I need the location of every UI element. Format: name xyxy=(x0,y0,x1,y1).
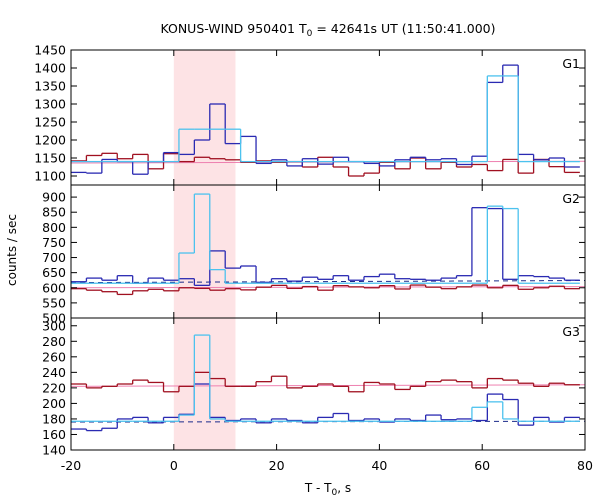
plot-layer: 11001150120012501300135014001450G1500550… xyxy=(34,43,593,474)
x-tick-label: 0 xyxy=(170,458,178,473)
panel-label-g1: G1 xyxy=(562,56,580,71)
y-tick-label: 200 xyxy=(42,396,66,411)
series-bkg-g2 xyxy=(71,284,580,296)
series-count-g2 xyxy=(71,207,580,287)
y-tick-label: 160 xyxy=(42,427,66,442)
y-tick-label: 1250 xyxy=(34,115,66,130)
y-tick-label: 600 xyxy=(42,280,66,295)
y-tick-label: 1200 xyxy=(34,133,66,148)
level-line-bkg_dashed xyxy=(71,280,585,284)
panel-frame xyxy=(70,184,586,319)
level-line-bkg_level xyxy=(71,286,585,289)
y-tick-label: 1400 xyxy=(34,61,66,76)
y-tick-label: 1450 xyxy=(34,43,66,58)
panel-g3 xyxy=(71,334,585,432)
chart-title-rest: = 42641s UT (11:50:41.000) xyxy=(312,21,495,36)
y-tick-label: 700 xyxy=(42,250,66,265)
y-tick-label: 750 xyxy=(42,235,66,250)
chart-title-subscript: 0 xyxy=(307,29,313,39)
level-line-bkg_level xyxy=(71,384,585,387)
y-tick-label: 550 xyxy=(42,295,66,310)
y-tick-label: 650 xyxy=(42,265,66,280)
x-tick-label: 20 xyxy=(269,458,285,473)
x-tick-label: 40 xyxy=(371,458,387,473)
x-tick-label: -20 xyxy=(61,458,81,473)
y-tick-label: 260 xyxy=(42,349,66,364)
y-tick-label: 1300 xyxy=(34,97,66,112)
burst-interval-shade xyxy=(173,50,236,450)
panel-label-g3: G3 xyxy=(562,324,580,339)
x-axis-label: T - T0, s xyxy=(304,481,351,498)
chart-title: KONUS-WIND 950401 T0 = 42641s UT (11:50:… xyxy=(160,21,495,39)
x-tick-label: 60 xyxy=(474,458,490,473)
y-tick-label: 180 xyxy=(42,411,66,426)
y-axis-label: counts / sec xyxy=(5,214,19,286)
series-bkg-g3 xyxy=(71,371,580,393)
panel-g1 xyxy=(71,64,585,177)
y-tick-label: 300 xyxy=(42,318,66,333)
y-tick-label: 800 xyxy=(42,220,66,235)
series-fit-g3 xyxy=(71,334,580,422)
panel-label-g2: G2 xyxy=(562,191,580,206)
x-tick-label: 80 xyxy=(577,458,593,473)
chart-title-main: KONUS-WIND 950401 T xyxy=(160,21,306,36)
y-tick-label: 140 xyxy=(42,443,66,458)
y-tick-label: 240 xyxy=(42,365,66,380)
panel-frame xyxy=(70,317,586,451)
panel-g2 xyxy=(71,193,585,296)
y-tick-label: 280 xyxy=(42,334,66,349)
series-count-g1 xyxy=(71,64,580,175)
y-tick-label: 850 xyxy=(42,205,66,220)
y-tick-label: 220 xyxy=(42,380,66,395)
x-axis-label-subscript: 0 xyxy=(332,488,338,498)
series-count-g3 xyxy=(71,383,580,432)
series-fit-g1 xyxy=(71,75,580,163)
series-fit-g2 xyxy=(71,193,580,284)
y-tick-label: 900 xyxy=(42,190,66,205)
x-axis-label-rest: , s xyxy=(337,481,351,495)
y-tick-label: 1100 xyxy=(34,169,66,184)
x-axis-label-main: T - T xyxy=(304,481,332,495)
y-tick-label: 1350 xyxy=(34,79,66,94)
y-tick-label: 500 xyxy=(42,311,66,326)
y-tick-label: 1150 xyxy=(34,151,66,166)
